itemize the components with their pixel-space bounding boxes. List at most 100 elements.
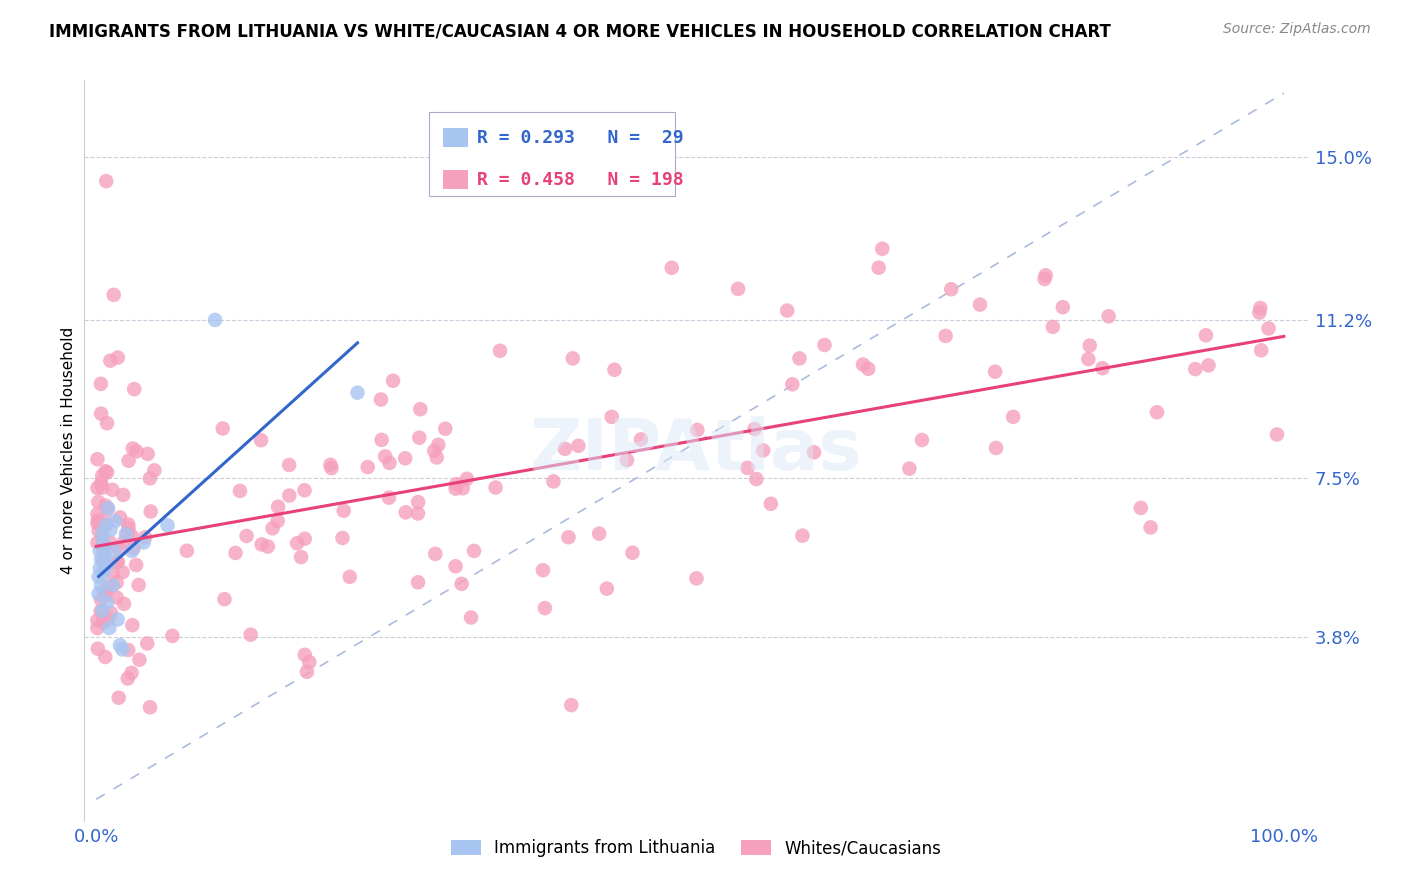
Point xyxy=(93,607,115,622)
Point xyxy=(139,700,162,714)
Point xyxy=(256,540,278,554)
Point xyxy=(86,621,108,635)
Point xyxy=(121,544,143,558)
Point xyxy=(737,461,759,475)
Point xyxy=(91,552,114,566)
Point xyxy=(294,483,316,498)
Point xyxy=(561,351,583,366)
Point xyxy=(600,409,623,424)
Point xyxy=(872,242,894,256)
Point xyxy=(1078,338,1101,352)
Point xyxy=(332,504,354,518)
Point xyxy=(94,464,117,478)
Point xyxy=(858,361,880,376)
Point xyxy=(394,451,416,466)
Point xyxy=(426,450,449,465)
Point xyxy=(117,527,139,541)
Point xyxy=(90,407,112,421)
Point xyxy=(86,481,108,495)
Point xyxy=(87,495,110,509)
Point xyxy=(156,518,179,533)
Point xyxy=(484,481,506,495)
Point xyxy=(105,591,128,605)
Point xyxy=(117,643,139,657)
Point xyxy=(91,540,114,554)
Point xyxy=(143,463,166,477)
Point xyxy=(121,665,143,680)
Point xyxy=(225,546,247,560)
Point xyxy=(121,529,143,543)
Point xyxy=(136,447,159,461)
Point xyxy=(103,288,125,302)
Point xyxy=(1097,310,1119,324)
Point xyxy=(97,501,120,516)
Point xyxy=(100,523,122,537)
Point xyxy=(211,421,233,435)
Point xyxy=(374,450,396,464)
Point xyxy=(616,453,638,467)
Point xyxy=(1257,321,1279,335)
Point xyxy=(87,641,110,656)
Y-axis label: 4 or more Vehicles in Household: 4 or more Vehicles in Household xyxy=(60,326,76,574)
Point xyxy=(125,558,148,572)
Point xyxy=(94,650,117,665)
Point xyxy=(409,402,432,417)
Point xyxy=(104,514,127,528)
Point xyxy=(406,495,429,509)
Point xyxy=(96,416,118,430)
Point xyxy=(603,363,626,377)
Point xyxy=(136,636,159,650)
Point xyxy=(90,604,112,618)
Point xyxy=(543,475,565,489)
Point xyxy=(290,550,312,565)
Point xyxy=(101,567,124,582)
Point xyxy=(121,618,143,632)
Point xyxy=(93,566,115,580)
Point xyxy=(103,544,125,558)
Point xyxy=(621,546,644,560)
Text: R = 0.293   N =  29: R = 0.293 N = 29 xyxy=(477,129,683,147)
Point xyxy=(87,570,110,584)
Point xyxy=(107,690,129,705)
Point xyxy=(852,358,875,372)
Point xyxy=(125,444,148,458)
Text: IMMIGRANTS FROM LITHUANIA VS WHITE/CAUCASIAN 4 OR MORE VEHICLES IN HOUSEHOLD COR: IMMIGRANTS FROM LITHUANIA VS WHITE/CAUCA… xyxy=(49,22,1111,40)
Point xyxy=(91,481,114,495)
Point xyxy=(382,374,405,388)
Point xyxy=(93,535,115,549)
Point xyxy=(406,507,429,521)
Point xyxy=(378,456,401,470)
Point xyxy=(89,544,111,558)
Point xyxy=(339,570,361,584)
Point xyxy=(911,433,934,447)
Point xyxy=(176,543,198,558)
Point xyxy=(278,458,301,472)
Point xyxy=(87,587,110,601)
Point xyxy=(425,547,447,561)
Point xyxy=(1195,328,1218,343)
Point xyxy=(87,524,110,538)
Point xyxy=(984,365,1007,379)
Point xyxy=(1077,352,1099,367)
Point xyxy=(117,672,139,686)
Point xyxy=(395,505,418,519)
Point xyxy=(97,557,120,571)
Point xyxy=(298,655,321,669)
Point xyxy=(91,604,114,618)
Point xyxy=(112,597,135,611)
Point xyxy=(235,529,257,543)
Point xyxy=(686,423,709,437)
Point xyxy=(1033,272,1056,286)
Point xyxy=(1249,305,1271,319)
Point xyxy=(744,422,766,436)
Point xyxy=(685,571,707,585)
Point xyxy=(1146,405,1168,419)
Point xyxy=(534,601,557,615)
Point xyxy=(789,351,811,366)
Point xyxy=(117,521,139,535)
Point xyxy=(898,461,921,475)
Point xyxy=(139,504,162,518)
Point xyxy=(1052,300,1074,314)
Point xyxy=(554,442,576,456)
Point xyxy=(803,445,825,459)
